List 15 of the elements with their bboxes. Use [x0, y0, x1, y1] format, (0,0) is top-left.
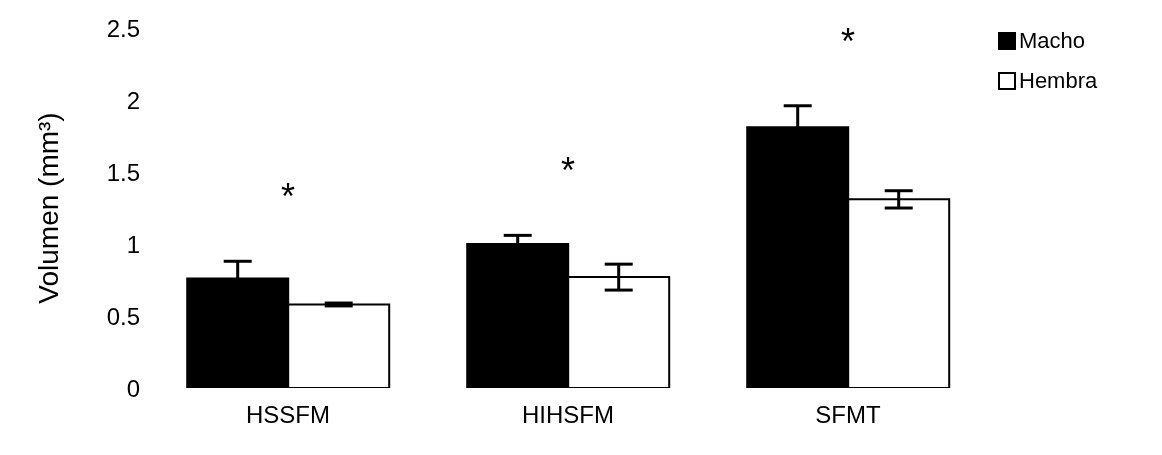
y-tick-label: 0.5 [106, 302, 140, 330]
y-tick-label: 2.5 [106, 14, 140, 42]
x-tick-label: HSSFM [246, 401, 330, 429]
annotation: * [280, 176, 296, 218]
y-tick-label: 1 [126, 230, 140, 258]
legend-label: Hembra [1019, 68, 1098, 94]
x-tick-label: SFMT [815, 401, 881, 429]
y-tick-label: 1.5 [106, 158, 140, 186]
annotation: * [560, 150, 576, 192]
x-tick-label: HIHSFM [522, 401, 614, 429]
y-tick-label: 2 [126, 86, 140, 114]
annotation: * [840, 20, 856, 62]
y-axis-title: Volumen (mm³) [32, 112, 64, 304]
y-tick-label: 0 [126, 374, 140, 402]
legend-label: Macho [1019, 28, 1086, 54]
